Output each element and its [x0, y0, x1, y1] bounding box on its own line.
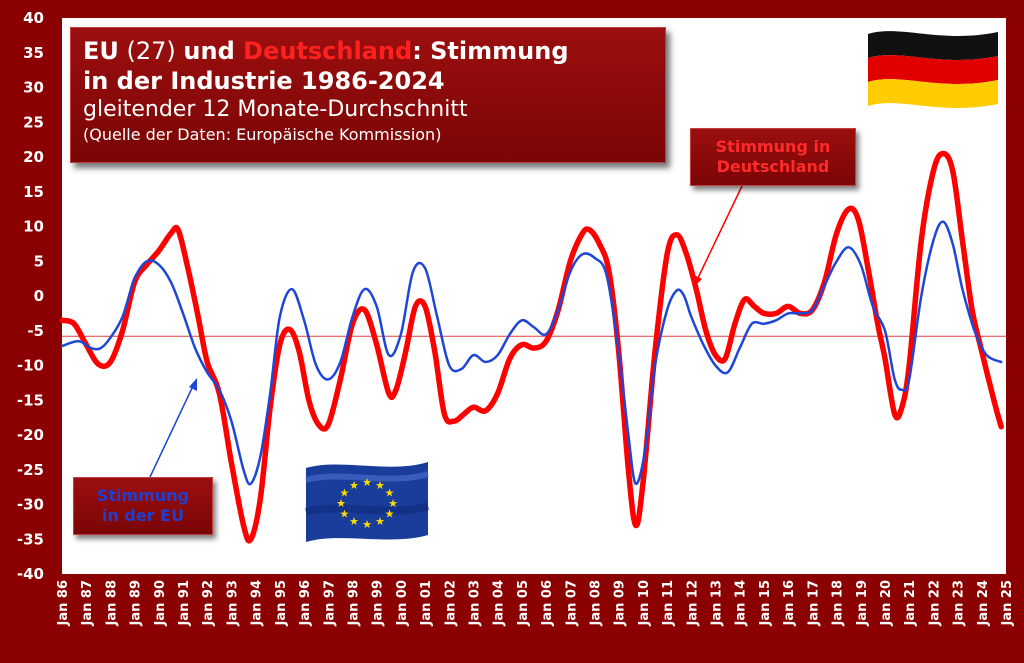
de-series-callout: Stimmung in Deutschland: [690, 128, 856, 186]
x-tick-label: Jan 18: [831, 580, 846, 626]
x-tick-label: Jan 93: [225, 580, 240, 626]
x-tick-label: Jan 15: [758, 580, 773, 626]
y-tick-label: 25: [23, 113, 44, 131]
eu-star-icon: ★: [375, 515, 385, 528]
series-line-eu: [60, 220, 1003, 486]
title-und: und: [183, 37, 244, 65]
x-tick-label: Jan 99: [371, 580, 386, 626]
x-tick-label: Jan 08: [589, 580, 604, 626]
de-callout-arrow-head: [693, 275, 702, 288]
title-eu: EU: [83, 37, 119, 65]
x-tick-label: Jan 16: [782, 580, 797, 626]
chart-title-line1: EU (27) und Deutschland: Stimmung: [83, 36, 653, 66]
chart-title-line2: in der Industrie 1986-2024: [83, 67, 445, 95]
eu-star-icon: ★: [349, 479, 359, 492]
x-tick-label: Jan 98: [346, 580, 361, 626]
x-tick-label: Jan 86: [56, 580, 71, 626]
y-tick-label: -25: [17, 461, 44, 479]
title-27: (27): [118, 37, 184, 65]
y-tick-label: 10: [23, 218, 44, 236]
x-tick-label: Jan 06: [540, 580, 555, 626]
x-tick-label: Jan 25: [1000, 580, 1015, 626]
y-tick-label: -40: [17, 565, 44, 583]
x-tick-label: Jan 87: [80, 580, 95, 626]
eu-star-icon: ★: [385, 487, 395, 500]
x-tick-label: Jan 91: [177, 580, 192, 626]
eu-star-icon: ★: [388, 497, 398, 510]
eu-star-icon: ★: [362, 518, 372, 531]
callout-arrows: [149, 185, 743, 478]
y-tick-label: -10: [17, 357, 44, 375]
title-box: EU (27) und Deutschland: Stimmung in der…: [70, 27, 666, 163]
eu-star-icon: ★: [340, 507, 350, 520]
y-tick-label: 35: [23, 44, 44, 62]
series-group: [59, 150, 1006, 544]
de-callout-line2: Deutschland: [716, 157, 830, 176]
x-tick-label: Jan 07: [564, 580, 579, 626]
x-tick-label: Jan 00: [395, 580, 410, 626]
x-tick-label: Jan 03: [467, 580, 482, 626]
eu-callout-line2: in der EU: [101, 506, 185, 525]
x-tick-label: Jan 95: [274, 580, 289, 626]
x-tick-label: Jan 90: [153, 580, 168, 626]
x-tick-label: Jan 11: [661, 580, 676, 626]
x-tick-label: Jan 05: [516, 580, 531, 626]
eu-callout-arrow-head: [189, 378, 197, 391]
eu-callout-line1: Stimmung: [96, 486, 190, 505]
eu-star-icon: ★: [362, 476, 372, 489]
x-tick-label: Jan 19: [855, 580, 870, 626]
x-tick-label: Jan 01: [419, 580, 434, 626]
x-tick-label: Jan 20: [879, 580, 894, 626]
x-tick-label: Jan 14: [734, 580, 749, 626]
eu-star-icon: ★: [340, 487, 350, 500]
chart-subtitle: gleitender 12 Monate-Durchschnitt: [83, 97, 468, 122]
de-callout-line1: Stimmung in: [715, 137, 831, 156]
eu-star-icon: ★: [375, 479, 385, 492]
x-tick-label: Jan 10: [637, 580, 652, 626]
x-tick-label: Jan 21: [903, 580, 918, 626]
x-tick-label: Jan 12: [685, 580, 700, 626]
germany-flag-icon: [868, 31, 998, 108]
y-tick-label: -35: [17, 530, 44, 548]
x-tick-label: Jan 24: [976, 580, 991, 626]
title-deutschland: Deutschland: [243, 37, 413, 65]
y-tick-label: 0: [34, 287, 44, 305]
y-tick-label: -15: [17, 391, 44, 409]
x-tick-label: Jan 97: [322, 580, 337, 626]
x-tick-label: Jan 88: [104, 580, 119, 626]
y-tick-label: 30: [23, 79, 44, 97]
x-tick-label: Jan 09: [613, 580, 628, 626]
title-stimmung: : Stimmung: [412, 37, 569, 65]
eu-callout-arrow-line: [149, 385, 194, 478]
x-tick-label: Jan 04: [492, 580, 507, 626]
y-tick-label: 5: [34, 252, 44, 270]
y-axis: 40 35 30 25 20 15 10 5 0 -5 -10 -15 -20 -25 -30 -35 -40: [17, 9, 44, 583]
y-tick-label: 40: [23, 9, 44, 27]
x-tick-label: Jan 94: [250, 580, 265, 626]
eu-star-icon: ★: [336, 497, 346, 510]
x-tick-label: Jan 96: [298, 580, 313, 626]
eu-star-icon: ★: [349, 515, 359, 528]
eu-series-callout: Stimmung in der EU: [73, 477, 213, 535]
chart-source: (Quelle der Daten: Europäische Kommissio…: [83, 125, 442, 144]
eu-flag-icon: ★★★★★★★★★ ★ ★★: [304, 462, 430, 542]
x-tick-label: Jan 02: [443, 580, 458, 626]
de-callout-arrow-line: [696, 185, 743, 281]
x-tick-label: Jan 22: [927, 580, 942, 626]
y-tick-label: 20: [23, 148, 44, 166]
y-tick-label: -30: [17, 496, 44, 514]
y-tick-label: 15: [23, 183, 44, 201]
x-tick-label: Jan 13: [710, 580, 725, 626]
y-tick-label: -5: [27, 322, 44, 340]
x-axis: Jan 86 Jan 87 Jan 88 Jan 89 Jan 90 Jan 91 Jan …: [56, 580, 1015, 626]
x-tick-label: Jan 23: [952, 580, 967, 626]
x-tick-label: Jan 89: [129, 580, 144, 626]
x-tick-label: Jan 92: [201, 580, 216, 626]
x-tick-label: Jan 17: [806, 580, 821, 626]
eu-star-icon: ★: [385, 507, 395, 520]
y-tick-label: -20: [17, 426, 44, 444]
